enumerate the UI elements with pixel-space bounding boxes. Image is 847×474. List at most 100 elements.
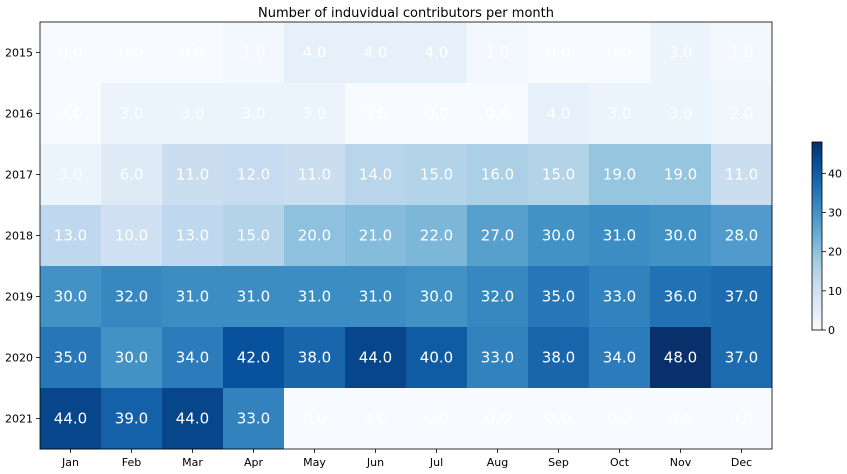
chart-title: Number of induvidual contributors per mo… bbox=[258, 6, 554, 21]
cell-value-label: 0.0 bbox=[59, 105, 83, 123]
heatmap-cell bbox=[711, 327, 773, 389]
cell-value-label: 15.0 bbox=[420, 166, 453, 184]
heatmap-cell bbox=[40, 266, 102, 328]
heatmap-cell bbox=[345, 205, 407, 267]
heatmap-cell bbox=[345, 266, 407, 328]
cell-value-label: 31.0 bbox=[176, 288, 209, 306]
heatmap-cell bbox=[284, 388, 346, 450]
heatmap-cell bbox=[284, 144, 346, 206]
x-tick-label: May bbox=[303, 456, 326, 469]
heatmap-cell bbox=[711, 22, 773, 84]
cell-value-label: 27.0 bbox=[481, 227, 514, 245]
heatmap-cell bbox=[101, 205, 163, 267]
cell-value-label: 0.0 bbox=[608, 44, 632, 62]
cell-value-label: 0.0 bbox=[730, 410, 754, 428]
cell-value-label: 35.0 bbox=[54, 349, 87, 367]
heatmap-cell bbox=[40, 388, 102, 450]
heatmap-cell bbox=[467, 83, 529, 145]
cell-value-label: 39.0 bbox=[115, 410, 148, 428]
heatmap-cell bbox=[345, 22, 407, 84]
cell-value-label: 32.0 bbox=[481, 288, 514, 306]
x-tick-label: Feb bbox=[122, 456, 141, 469]
x-tick-label: Jun bbox=[366, 456, 384, 469]
cell-value-label: 33.0 bbox=[237, 410, 270, 428]
heatmap-cell bbox=[101, 327, 163, 389]
y-axis: 2015 2016 2017 2018 2019 2020 2021 bbox=[5, 47, 40, 426]
colorbar-tick-label: 10 bbox=[828, 285, 842, 298]
cell-value-label: 31.0 bbox=[298, 288, 331, 306]
x-tick-label: Jul bbox=[429, 456, 443, 469]
heatmap-cell bbox=[589, 205, 651, 267]
heatmap-cell bbox=[406, 266, 468, 328]
heatmap-cell bbox=[284, 22, 346, 84]
colorbar-tick-label: 0 bbox=[828, 324, 835, 337]
cell-value-label: 4.0 bbox=[425, 44, 449, 62]
x-tick-label: Nov bbox=[670, 456, 692, 469]
cell-value-label: 0.0 bbox=[59, 44, 83, 62]
cell-value-label: 4.0 bbox=[303, 44, 327, 62]
cell-value-label: 2.0 bbox=[730, 105, 754, 123]
cell-value-label: 21.0 bbox=[359, 227, 392, 245]
heatmap-cell bbox=[589, 327, 651, 389]
heatmap-cell bbox=[284, 83, 346, 145]
heatmap-cell bbox=[467, 327, 529, 389]
heatmap-cell bbox=[162, 327, 224, 389]
cell-value-label: 3.0 bbox=[59, 166, 83, 184]
heatmap-cell bbox=[40, 205, 102, 267]
heatmap-cell bbox=[650, 22, 712, 84]
cell-value-label: 48.0 bbox=[664, 349, 697, 367]
cell-value-label: 0.0 bbox=[669, 410, 693, 428]
heatmap-cell bbox=[40, 22, 102, 84]
cell-value-label: 0.0 bbox=[486, 105, 510, 123]
cell-value-label: 11.0 bbox=[176, 166, 209, 184]
heatmap-cell bbox=[40, 144, 102, 206]
heatmap-cell bbox=[223, 327, 285, 389]
heatmap-cell bbox=[467, 22, 529, 84]
x-tick-label: Apr bbox=[244, 456, 264, 469]
heatmap-cell bbox=[528, 205, 590, 267]
heatmap-cell bbox=[406, 205, 468, 267]
cell-value-label: 31.0 bbox=[603, 227, 636, 245]
heatmap-cell bbox=[528, 22, 590, 84]
cell-value-label: 0.0 bbox=[608, 410, 632, 428]
cell-value-label: 35.0 bbox=[542, 288, 575, 306]
heatmap-cell bbox=[345, 388, 407, 450]
y-tick-label: 2018 bbox=[5, 230, 33, 243]
cell-value-label: 0.0 bbox=[181, 44, 205, 62]
cell-value-label: 3.0 bbox=[669, 105, 693, 123]
heatmap-cell bbox=[101, 83, 163, 145]
cell-value-label: 28.0 bbox=[725, 227, 758, 245]
heatmap-cell bbox=[711, 144, 773, 206]
cell-value-label: 34.0 bbox=[176, 349, 209, 367]
cell-value-label: 37.0 bbox=[725, 349, 758, 367]
heatmap-cell bbox=[162, 83, 224, 145]
colorbar-tick-label: 40 bbox=[828, 167, 842, 180]
cell-value-label: 19.0 bbox=[603, 166, 636, 184]
cell-value-label: 3.0 bbox=[181, 105, 205, 123]
heatmap-cell bbox=[711, 83, 773, 145]
heatmap-cell bbox=[711, 388, 773, 450]
cell-value-label: 30.0 bbox=[54, 288, 87, 306]
cell-value-label: 0.0 bbox=[303, 410, 327, 428]
heatmap-cell bbox=[101, 22, 163, 84]
cell-value-label: 15.0 bbox=[237, 227, 270, 245]
heatmap-cell bbox=[223, 144, 285, 206]
heatmap-cell bbox=[223, 83, 285, 145]
heatmap-cell bbox=[406, 144, 468, 206]
heatmap-cell bbox=[711, 266, 773, 328]
heatmap-cell bbox=[284, 327, 346, 389]
heatmap-cell bbox=[650, 83, 712, 145]
heatmap-cell bbox=[650, 205, 712, 267]
heatmap-cell bbox=[589, 388, 651, 450]
cell-value-label: 0.0 bbox=[547, 44, 571, 62]
cell-value-label: 11.0 bbox=[725, 166, 758, 184]
cell-value-label: 33.0 bbox=[603, 288, 636, 306]
heatmap-cell bbox=[528, 144, 590, 206]
heatmap-cell bbox=[223, 22, 285, 84]
heatmap-cell bbox=[223, 388, 285, 450]
heatmap-cell bbox=[650, 266, 712, 328]
cell-value-label: 4.0 bbox=[547, 105, 571, 123]
x-axis: Jan Feb Mar Apr May Jun Jul Aug Sep Oct Nov Dec bbox=[61, 449, 752, 469]
cell-value-label: 3.0 bbox=[242, 105, 266, 123]
